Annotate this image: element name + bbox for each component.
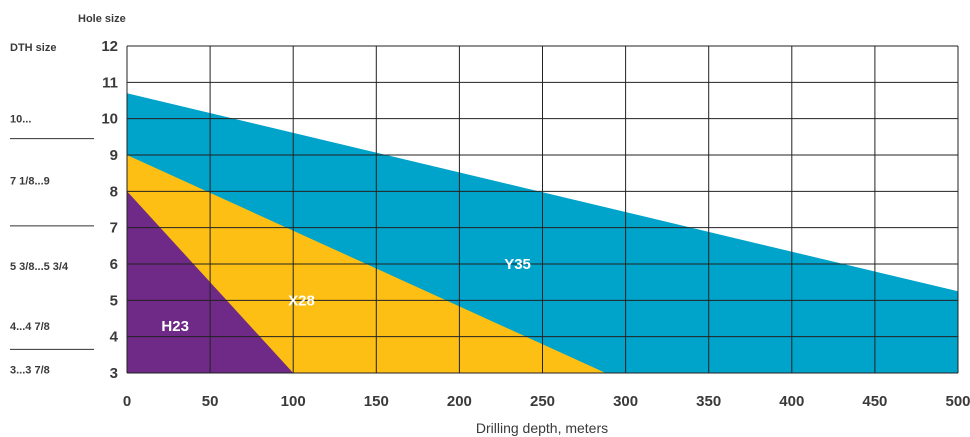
x-tick-label: 100 [281,393,306,410]
y-tick-label: 3 [110,365,118,382]
x-tick-label: 150 [364,393,389,410]
y-tick-label: 9 [110,147,118,164]
dth-size-label: 4...4 7/8 [10,321,50,333]
y-tick-label: 11 [102,74,118,91]
dth-size-label: 10... [10,114,31,126]
y-tick-label: 10 [101,111,118,128]
x-tick-label: 350 [696,393,721,410]
area-label: Y35 [504,256,531,273]
dth-size-header: DTH size [10,42,56,54]
y-axis-title: Hole size [78,13,126,25]
x-tick-label: 300 [613,393,638,410]
area-label: H23 [161,318,189,335]
y-tick-label: 7 [110,220,118,237]
x-axis-title: Drilling depth, meters [476,420,608,436]
area-h23 [127,191,294,373]
y-tick-label: 12 [101,38,118,55]
x-tick-label: 200 [447,393,472,410]
dth-size-label: 7 1/8...9 [10,175,50,187]
area-labels: Y35 X28 H23 [161,256,530,335]
x-tick-label: 0 [123,393,131,410]
dth-size-column: 10... 7 1/8...9 5 3/8...5 3/4 4...4 7/8 3...… [10,114,94,376]
x-tick-label: 50 [202,393,219,410]
x-tick-label: 500 [945,393,970,410]
dth-size-label: 3...3 7/8 [10,364,50,376]
y-tick-label: 5 [110,292,118,309]
dth-size-label: 5 3/8...5 3/4 [10,261,69,273]
y-tick-label: 6 [110,256,118,273]
x-tick-label: 450 [862,393,887,410]
x-tick-label: 250 [530,393,555,410]
area-label: X28 [288,292,315,309]
x-tick-label: 400 [779,393,804,410]
y-axis-ticks: 3 4 5 6 7 8 9 10 11 12 [101,38,118,382]
x-axis-ticks: 0 50 100 150 200 250 300 350 400 450 500 [123,393,970,410]
y-tick-label: 8 [110,183,118,200]
y-tick-label: 4 [110,329,119,346]
chart-grid [126,45,959,374]
